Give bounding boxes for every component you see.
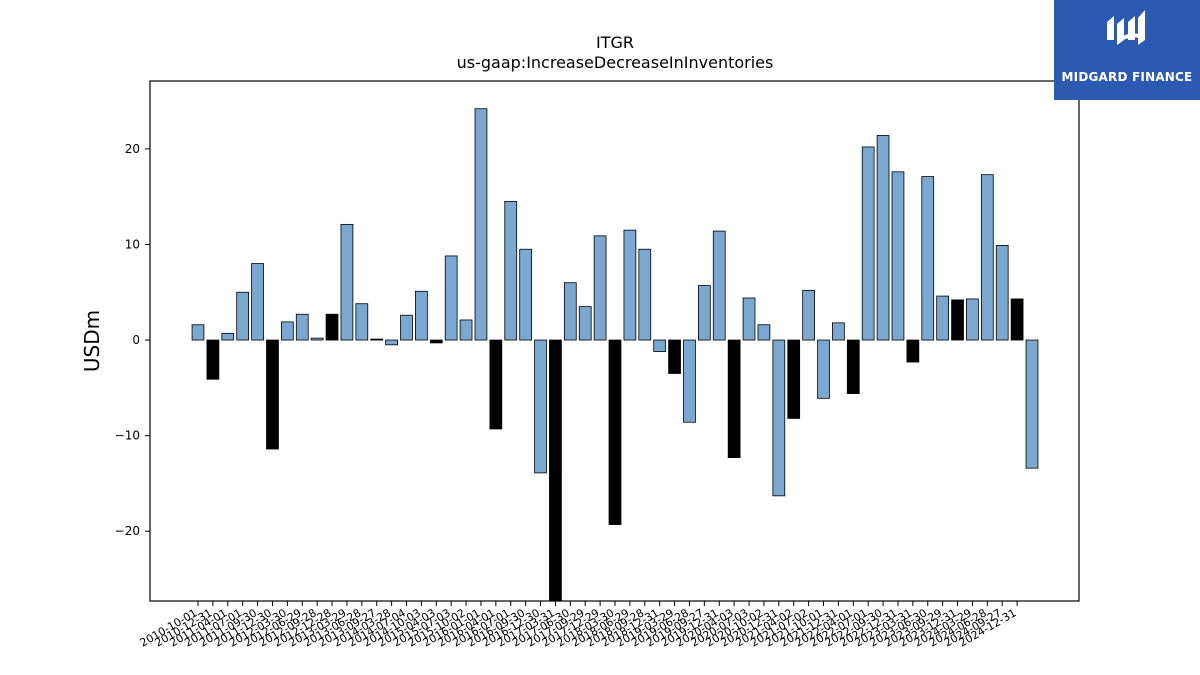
bar-2017-03-31 (549, 339, 562, 602)
bar-2012-09-28 (310, 337, 324, 341)
bar-2020-04-03 (727, 339, 741, 459)
brand-name: MIDGARD FINANCE (1061, 70, 1193, 84)
bar-2012-12-28 (325, 313, 339, 341)
y-axis-ticks: −20 −10 0 10 20 (115, 142, 150, 538)
bar-2012-06-29 (295, 313, 309, 341)
bar-2011-07-01 (236, 291, 250, 341)
bar-2021-04-02 (787, 339, 801, 419)
bar-2010-10-01 (191, 324, 205, 341)
bar-2013-06-28 (355, 303, 369, 341)
bar-2020-10-02 (757, 324, 771, 341)
chart-title: ITGR (596, 33, 634, 52)
brand-logo: MIDGARD FINANCE (1054, 0, 1200, 100)
bar-2018-12-31 (653, 339, 667, 352)
bar-2011-09-30 (251, 263, 264, 341)
bar-2022-07-01 (861, 146, 875, 341)
bar-2019-12-31 (712, 230, 726, 341)
bar-2012-03-30 (280, 321, 294, 341)
bar-2023-06-30 (921, 176, 935, 341)
y-axis-label: USDm (80, 310, 104, 372)
bar-2018-09-28 (638, 248, 652, 341)
bar-2010-12-31 (206, 339, 220, 380)
bar-2014-03-28 (385, 339, 398, 346)
bar-2018-06-29 (623, 229, 637, 341)
bar-2019-06-28 (683, 339, 696, 423)
bar-2022-12-31 (891, 171, 905, 341)
bar-2021-10-01 (817, 339, 830, 399)
bar-2014-07-04 (400, 314, 413, 341)
y-tick-label: 10 (125, 237, 140, 251)
bar-2021-12-31 (832, 322, 845, 341)
bar-2024-06-28 (980, 174, 994, 341)
bar-undefined (1025, 339, 1039, 469)
y-tick-label: 20 (125, 142, 140, 156)
bar-2018-03-30 (608, 339, 622, 525)
bar-2023-12-31 (951, 299, 964, 341)
bar-2019-03-29 (668, 339, 681, 374)
y-tick-label: −10 (115, 429, 140, 443)
bar-2016-09-30 (519, 248, 533, 341)
bar-2017-09-29 (578, 306, 592, 341)
bar-2015-10-02 (459, 319, 473, 341)
bar-2024-09-27 (995, 245, 1009, 341)
plot-frame (149, 80, 1080, 602)
bar-2021-07-02 (802, 289, 815, 341)
bar-2016-04-01 (489, 339, 503, 430)
bar-2022-09-30 (876, 135, 890, 341)
bar-2016-01-01 (474, 108, 488, 341)
y-tick-label: −20 (115, 524, 140, 538)
bar-2013-03-29 (340, 223, 354, 341)
bar-2024-12-31 (1010, 298, 1024, 341)
bar-2014-10-03 (415, 290, 428, 341)
bar-2017-12-29 (593, 235, 607, 341)
bar-2016-12-30 (534, 339, 547, 474)
bar-2017-06-30 (563, 282, 577, 341)
bar-2015-07-03 (444, 255, 458, 341)
bar-2023-09-29 (936, 295, 950, 341)
midgard-logo-icon (1107, 10, 1145, 45)
bar-2022-04-01 (846, 339, 860, 394)
chart-subtitle: us-gaap:IncreaseDecreaseInInventories (457, 53, 774, 72)
bar-2023-03-31 (906, 339, 920, 363)
bar-2019-09-27 (698, 285, 711, 341)
bar-2020-12-31 (772, 339, 786, 497)
bars-group (191, 108, 1039, 602)
bar-2013-09-27 (370, 338, 384, 341)
bar-2011-12-30 (266, 339, 279, 450)
bar-2016-07-01 (504, 201, 518, 341)
bar-2011-04-01 (221, 332, 235, 341)
bar-2020-07-03 (742, 297, 756, 341)
y-tick-label: 0 (132, 333, 140, 347)
x-axis-ticks: 2010-10-012010-12-312011-04-012011-07-01… (138, 601, 1019, 650)
bar-2024-03-29 (966, 298, 979, 341)
bar-2015-04-03 (429, 339, 443, 344)
